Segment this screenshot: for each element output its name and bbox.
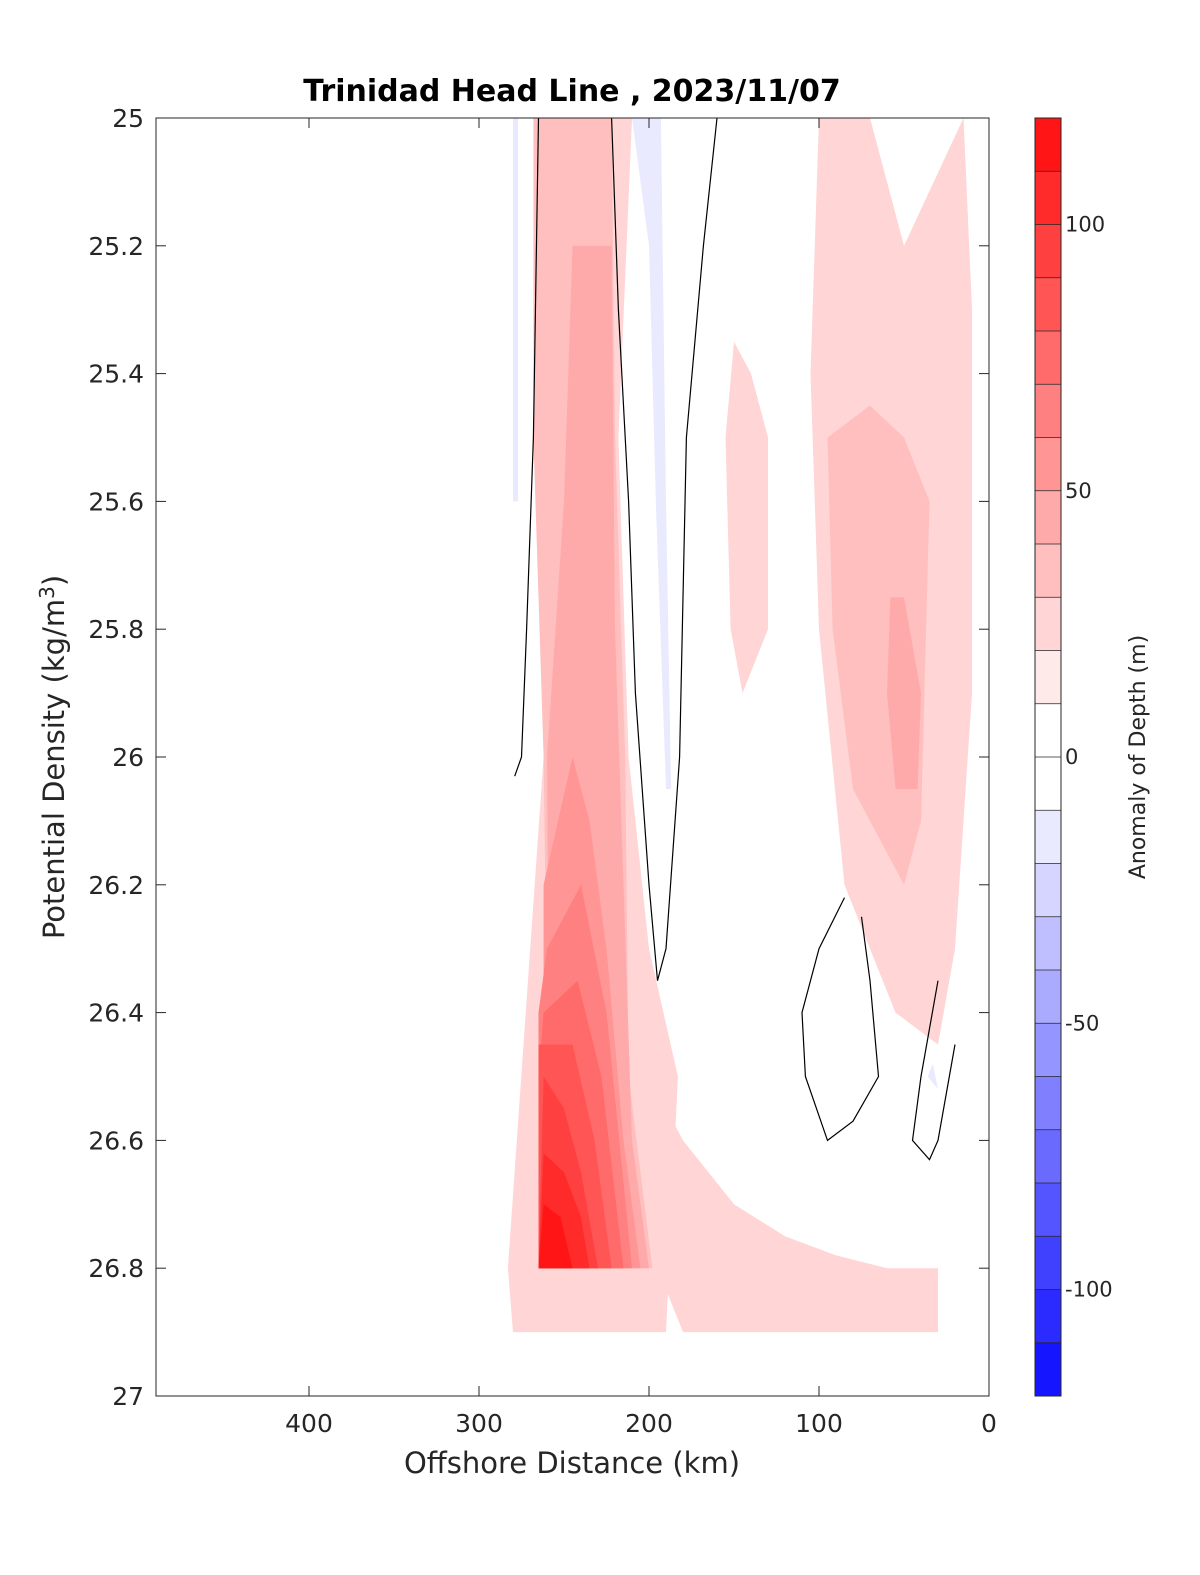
contour-region-16	[513, 118, 519, 502]
colorbar-bin	[1035, 757, 1061, 811]
y-axis-label-suffix: )	[37, 575, 71, 586]
colorbar-bin	[1035, 331, 1061, 385]
colorbar-bin	[1035, 863, 1061, 918]
contour-line-0	[514, 118, 540, 777]
contour-region-14	[887, 597, 921, 789]
colorbar-bin	[1035, 1023, 1061, 1077]
contour-line-1	[611, 118, 718, 981]
contour-region-17	[927, 1063, 938, 1090]
colorbar-bin	[1035, 597, 1061, 651]
colorbar-bin	[1035, 437, 1061, 492]
colorbar-bin	[1035, 650, 1061, 705]
colorbar	[1035, 118, 1061, 1397]
colorbar-tick-label: -50	[1065, 1011, 1099, 1035]
colorbar-bin	[1035, 490, 1061, 545]
colorbar-tick-label: 0	[1065, 745, 1078, 769]
colorbar-bin	[1035, 544, 1061, 598]
colorbar-bin	[1035, 970, 1061, 1024]
contour-region-11	[725, 341, 768, 694]
contour-region-15	[623, 118, 672, 789]
colorbar-bin	[1035, 703, 1061, 758]
colorbar-tick-label: 100	[1065, 213, 1105, 237]
plot-frame	[155, 117, 990, 1397]
colorbar-bin	[1035, 384, 1061, 438]
colorbar-bin	[1035, 810, 1061, 864]
x-tick-label: 200	[625, 1409, 673, 1438]
colorbar-tick-label: -100	[1065, 1278, 1113, 1302]
colorbar-bin	[1035, 916, 1061, 971]
colorbar-bin	[1035, 1289, 1061, 1344]
x-axis-label: Offshore Distance (km)	[404, 1446, 740, 1480]
y-tick-label: 26.8	[88, 1254, 144, 1283]
y-tick-label: 26.6	[88, 1126, 144, 1155]
colorbar-tick-label: 50	[1065, 479, 1092, 503]
colorbar-bin	[1035, 1129, 1061, 1184]
colorbar-bin	[1035, 118, 1061, 172]
y-tick-label: 25.2	[88, 232, 144, 261]
y-tick-label: 26.2	[88, 871, 144, 900]
colorbar-ticks: 100 50 0 -50 -100	[1065, 213, 1113, 1302]
x-tick-label: 300	[455, 1409, 503, 1438]
x-tick-label: 400	[285, 1409, 333, 1438]
y-tick-label: 25.4	[88, 360, 144, 389]
y-tick-label: 26.4	[88, 999, 144, 1028]
contour-fills	[504, 118, 972, 1333]
colorbar-bin	[1035, 1076, 1061, 1131]
contour-region-12	[649, 1076, 938, 1333]
y-axis-label-main: Potential Density (kg/m	[37, 599, 71, 939]
colorbar-label: Anomaly of Depth (m)	[1126, 635, 1151, 879]
contour-line-2	[801, 897, 880, 1142]
colorbar-bin	[1035, 171, 1061, 225]
y-tick-label: 25	[112, 104, 144, 133]
y-tick-label: 25.8	[88, 615, 144, 644]
colorbar-bin	[1035, 277, 1061, 332]
y-tick-labels: 25 25.2 25.4 25.6 25.8 26 26.2 26.4 26.6 26.8 27	[88, 104, 144, 1411]
contour-region-9	[538, 1204, 573, 1269]
x-tick-label: 100	[795, 1409, 843, 1438]
y-axis-label-superscript: 3	[35, 586, 59, 599]
x-tick-label: 0	[981, 1409, 997, 1438]
colorbar-frame	[1034, 117, 1062, 1397]
chart-title: Trinidad Head Line , 2023/11/07	[303, 74, 840, 109]
y-axis-label: Potential Density (kg/m3)	[35, 575, 71, 939]
colorbar-bin	[1035, 224, 1061, 279]
y-tick-label: 27	[112, 1382, 144, 1411]
x-tick-labels: 400 300 200 100 0	[285, 1409, 997, 1438]
y-tick-label: 26	[112, 743, 144, 772]
contour-line-3	[911, 980, 956, 1161]
zero-contour-lines	[514, 118, 956, 1161]
colorbar-bin	[1035, 1236, 1061, 1290]
y-tick-label: 25.6	[88, 487, 144, 516]
colorbar-bin	[1035, 1342, 1061, 1397]
colorbar-bin	[1035, 1183, 1061, 1237]
